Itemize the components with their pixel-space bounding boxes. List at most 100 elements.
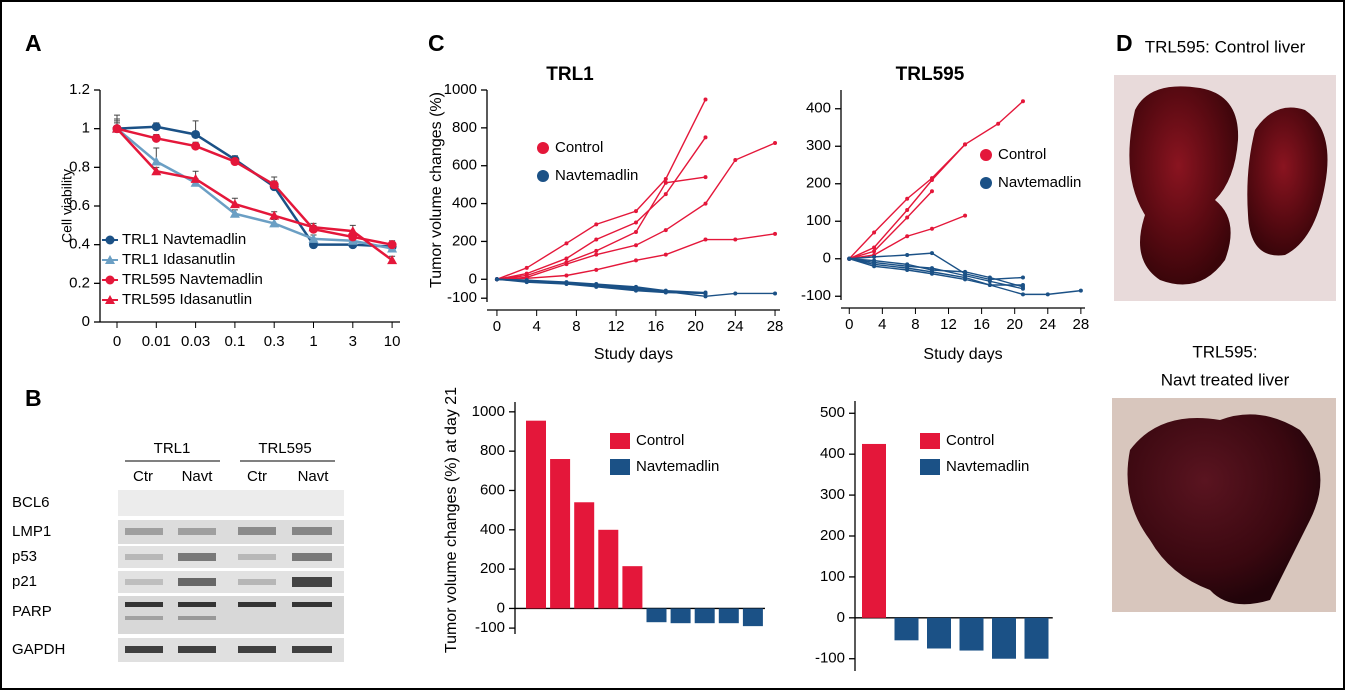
panel-label: D bbox=[1116, 30, 1133, 56]
blot-row: GAPDH bbox=[12, 641, 65, 658]
marker bbox=[663, 192, 668, 197]
bands bbox=[125, 527, 332, 535]
x-tick-label: 0.03 bbox=[181, 333, 210, 350]
x-tick-label: 16 bbox=[648, 318, 665, 335]
blot-lane: Ctr bbox=[133, 468, 153, 485]
marker bbox=[929, 251, 934, 256]
y-tick-label: 400 bbox=[480, 521, 505, 538]
marker bbox=[633, 286, 638, 291]
bands bbox=[125, 577, 332, 587]
marker bbox=[191, 129, 201, 139]
bar bbox=[718, 608, 739, 624]
bar bbox=[670, 608, 691, 624]
blot-strip bbox=[118, 571, 344, 593]
y-tick-label: -100 bbox=[815, 650, 845, 667]
photo-caption: Navt treated liver bbox=[1161, 370, 1290, 389]
marker bbox=[308, 233, 319, 243]
marker bbox=[773, 291, 778, 296]
y-axis-label: Cell viability bbox=[59, 169, 75, 243]
blot-strip bbox=[118, 596, 344, 634]
legend-label: TRL595 Idasanutlin bbox=[122, 291, 252, 308]
chart-title: TRL595 bbox=[896, 64, 965, 85]
x-tick-label: 4 bbox=[878, 316, 886, 333]
marker bbox=[269, 210, 280, 220]
marker bbox=[594, 282, 599, 287]
marker bbox=[963, 277, 968, 282]
marker bbox=[703, 135, 708, 140]
x-tick-label: 16 bbox=[973, 316, 990, 333]
x-tick-label: 28 bbox=[767, 318, 784, 335]
marker bbox=[524, 265, 529, 270]
marker bbox=[872, 264, 877, 269]
marker bbox=[929, 189, 934, 194]
y-tick-label: 1000 bbox=[444, 81, 477, 98]
marker bbox=[872, 230, 877, 235]
legend-label: Navtemadlin bbox=[998, 174, 1081, 191]
marker bbox=[387, 255, 398, 265]
y-tick-label: 200 bbox=[480, 560, 505, 577]
marker bbox=[996, 121, 1001, 126]
x-tick-label: 10 bbox=[384, 333, 401, 350]
photos: TRL595: Control liver TRL595: Navt treat… bbox=[1112, 37, 1336, 612]
marker bbox=[663, 180, 668, 185]
animal-line bbox=[496, 136, 707, 280]
marker bbox=[594, 252, 599, 257]
photo-caption: TRL595: Control liver bbox=[1145, 37, 1306, 56]
legend-swatch bbox=[105, 295, 115, 304]
marker bbox=[905, 215, 910, 220]
marker bbox=[151, 133, 161, 143]
y-tick-label: 100 bbox=[820, 568, 845, 585]
x-tick-label: 0 bbox=[113, 333, 121, 350]
y-tick-label: 100 bbox=[806, 212, 831, 229]
legend-swatch bbox=[105, 255, 115, 264]
blot-row: p21 bbox=[12, 573, 37, 590]
bar bbox=[622, 566, 643, 609]
blot-row: BCL6 bbox=[12, 494, 50, 511]
series-line bbox=[116, 125, 393, 248]
y-tick-label: 200 bbox=[806, 175, 831, 192]
y-tick-label: 300 bbox=[806, 137, 831, 154]
blot-row: p53 bbox=[12, 548, 37, 565]
marker bbox=[773, 231, 778, 236]
y-tick-label: 400 bbox=[806, 100, 831, 117]
x-tick-label: 0.3 bbox=[264, 333, 285, 350]
marker bbox=[564, 256, 569, 261]
marker bbox=[847, 256, 852, 261]
marker bbox=[269, 180, 279, 190]
y-tick-label: -100 bbox=[447, 289, 477, 306]
y-tick-label: 0 bbox=[469, 270, 477, 287]
legend-label: Navtemadlin bbox=[636, 458, 719, 475]
marker bbox=[773, 141, 778, 145]
marker bbox=[663, 252, 668, 257]
marker bbox=[663, 289, 668, 294]
legend-swatch bbox=[980, 177, 992, 189]
legend-swatch bbox=[980, 149, 992, 161]
marker bbox=[151, 166, 162, 176]
marker bbox=[1020, 275, 1025, 280]
blot-lane: Navt bbox=[298, 468, 330, 485]
bands bbox=[125, 602, 332, 620]
marker bbox=[191, 141, 201, 151]
legend-label: TRL1 Navtemadlin bbox=[122, 231, 246, 248]
marker bbox=[594, 267, 599, 272]
series-line bbox=[116, 127, 393, 250]
bar bbox=[598, 529, 619, 609]
x-tick-label: 24 bbox=[1039, 316, 1056, 333]
marker bbox=[633, 258, 638, 263]
marker bbox=[703, 291, 708, 296]
x-tick-label: 20 bbox=[687, 318, 704, 335]
legend-swatch bbox=[920, 459, 940, 475]
marker bbox=[703, 175, 708, 180]
marker bbox=[564, 262, 569, 267]
x-tick-label: 8 bbox=[911, 316, 919, 333]
bar bbox=[646, 608, 667, 623]
blot-group: TRL1 bbox=[154, 440, 191, 457]
marker bbox=[1020, 283, 1025, 287]
bar bbox=[742, 608, 763, 627]
marker bbox=[594, 222, 599, 227]
y-tick-label: -100 bbox=[801, 287, 831, 304]
marker bbox=[524, 279, 529, 284]
